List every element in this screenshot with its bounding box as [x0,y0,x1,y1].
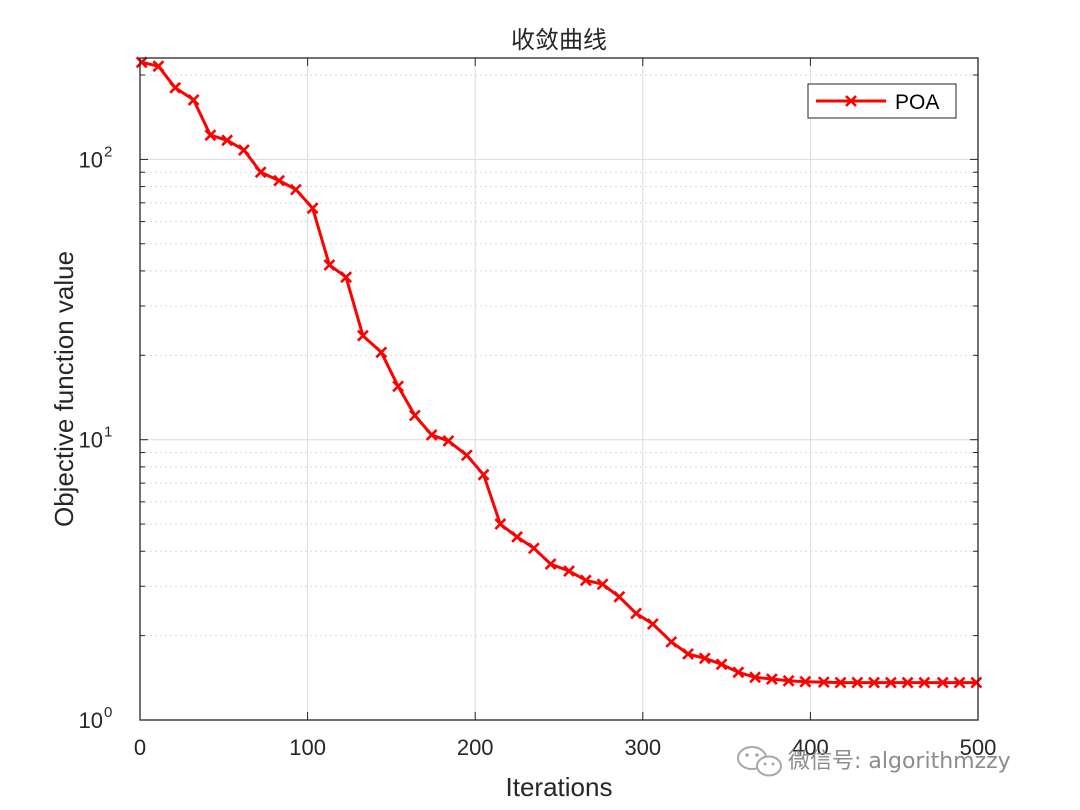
data-point-marker [340,271,353,284]
plot-area [140,58,978,720]
data-point-marker [152,60,165,73]
data-point-marker [392,380,405,393]
data-point-marker [289,183,302,196]
y-tick-label: 10 [79,428,103,453]
x-tick-label: 500 [960,735,997,760]
data-point-marker [511,530,524,543]
data-point-marker [630,607,643,620]
data-point-marker [596,578,609,591]
data-point-marker [254,166,267,179]
legend-label-poa: POA [895,91,939,114]
data-point-marker [169,81,182,94]
data-point-marker [425,429,438,441]
data-point-marker [563,565,575,577]
data-point-marker [936,676,949,689]
data-point-marker [460,449,473,462]
data-point-marker [204,129,217,142]
data-point-marker [356,329,369,342]
data-point-marker [799,675,812,688]
data-point-marker [306,202,319,215]
wechat-icon [737,746,782,777]
y-axis-label: Objective function value [49,251,79,527]
data-point-marker [442,435,455,447]
x-tick-label: 200 [457,735,494,760]
x-tick-label: 400 [792,735,829,760]
data-point-marker [782,674,795,687]
series-layer [135,56,983,689]
data-point-marker [868,676,881,689]
x-tick-label: 300 [624,735,661,760]
data-point-marker [953,676,966,689]
y-tick-label: 10 [79,147,103,172]
data-point-marker [901,676,914,689]
data-point-marker [408,409,421,422]
data-point-marker [187,93,200,106]
data-point-marker [494,518,507,530]
data-point-marker [646,618,659,630]
data-point-marker [273,174,286,187]
data-point-marker [375,346,388,359]
data-point-marker [970,676,983,689]
data-point-marker [765,673,778,685]
data-point-marker [817,676,830,689]
data-point-marker [834,676,847,689]
data-point-marker [884,676,897,689]
data-point-marker [221,134,234,147]
x-tick-labels: 0 100 200 300 400 500 [134,735,996,760]
data-point-marker [527,542,540,555]
legend: POA [807,83,957,119]
data-point-marker [732,666,745,679]
data-point-marker [918,676,931,689]
axis-ticks [139,58,979,721]
data-point-marker [237,144,250,156]
data-point-marker [135,56,148,69]
y-tick-exponent: 2 [104,143,112,160]
data-point-marker [477,468,490,481]
data-point-marker [682,648,694,660]
data-point-marker [851,676,864,689]
chart-title: 收敛曲线 [511,26,607,54]
axes-box [139,57,979,721]
data-point-marker [715,658,728,671]
y-tick-exponent: 1 [104,424,112,441]
x-axis-label: Iterations [506,772,613,802]
x-tick-label: 0 [134,735,146,760]
data-point-marker [544,558,557,570]
data-point-marker [698,652,711,665]
data-point-marker [749,671,762,684]
watermark: 微信号: algorithmzzy [737,746,1011,777]
watermark-text: 微信号: algorithmzzy [788,749,1011,774]
legend-marker-x-icon [845,95,857,107]
y-tick-exponent: 0 [104,704,112,721]
x-tick-label: 100 [289,735,326,760]
data-point-marker [323,259,336,271]
data-point-marker [579,574,592,587]
data-point-marker [665,635,678,648]
data-point-marker [613,590,626,603]
y-tick-label: 10 [79,708,103,733]
